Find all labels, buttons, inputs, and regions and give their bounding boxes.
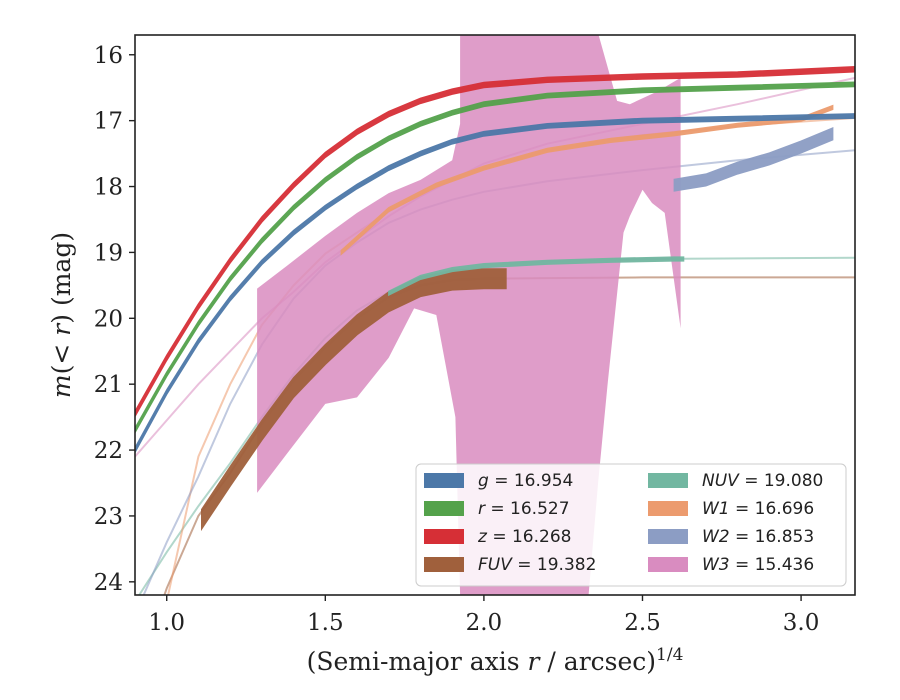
x-axis-label: (Semi-major axis r / arcsec)1/4 [307,645,684,676]
legend-swatch-z [424,529,464,544]
legend-label-w3: W3 = 15.436 [702,555,814,575]
legend-label-w2: W2 = 16.853 [702,527,814,547]
legend-swatch-fuv [424,557,464,572]
band-g [135,113,855,453]
legend-swatch-w3 [648,557,688,572]
legend-swatch-r [424,501,464,516]
y-tick-label: 17 [94,109,123,135]
x-axis: 1.0 1.5 2.0 2.5 3.0 [148,595,819,636]
y-tick-label: 16 [94,43,123,69]
y-axis: 16 17 18 19 20 21 22 23 24 [94,43,135,596]
legend-label-fuv: FUV = 19.382 [478,555,596,575]
y-tick-label: 21 [94,372,123,398]
legend-label-r: r = 16.527 [478,499,570,519]
legend-label-nuv: NUV = 19.080 [702,471,823,491]
y-tick-label: 22 [94,438,123,464]
y-axis-label: m(< r) (mag) [47,232,76,398]
legend-swatch-w2 [648,529,688,544]
x-tick-label: 1.0 [148,610,185,636]
band-w3 [257,35,681,595]
data-bands [135,35,855,595]
legend-swatch-w1 [648,501,688,516]
legend-swatch-g [424,473,464,488]
band-z [135,65,855,418]
band-nuv [388,256,685,297]
legend: g = 16.954 r = 16.527 z = 16.268 FUV = 19.3… [415,463,847,587]
x-tick-label: 2.0 [466,610,503,636]
x-tick-label: 2.5 [624,610,661,636]
y-tick-label: 24 [94,570,123,596]
x-tick-label: 1.5 [307,610,344,636]
legend-label-g: g = 16.954 [478,471,573,491]
y-tick-label: 18 [94,175,123,201]
band-fuv [201,268,507,532]
legend-label-w1: W1 = 16.696 [702,499,814,519]
x-tick-label: 3.0 [783,610,820,636]
legend-label-z: z = 16.268 [477,527,571,547]
band-w2 [673,127,834,192]
plot-frame [134,34,856,596]
y-tick-label: 20 [94,306,123,332]
band-r [135,81,855,434]
y-tick-label: 19 [94,240,123,266]
legend-box [415,463,847,587]
y-tick-label: 23 [94,504,123,530]
legend-swatch-nuv [648,473,688,488]
